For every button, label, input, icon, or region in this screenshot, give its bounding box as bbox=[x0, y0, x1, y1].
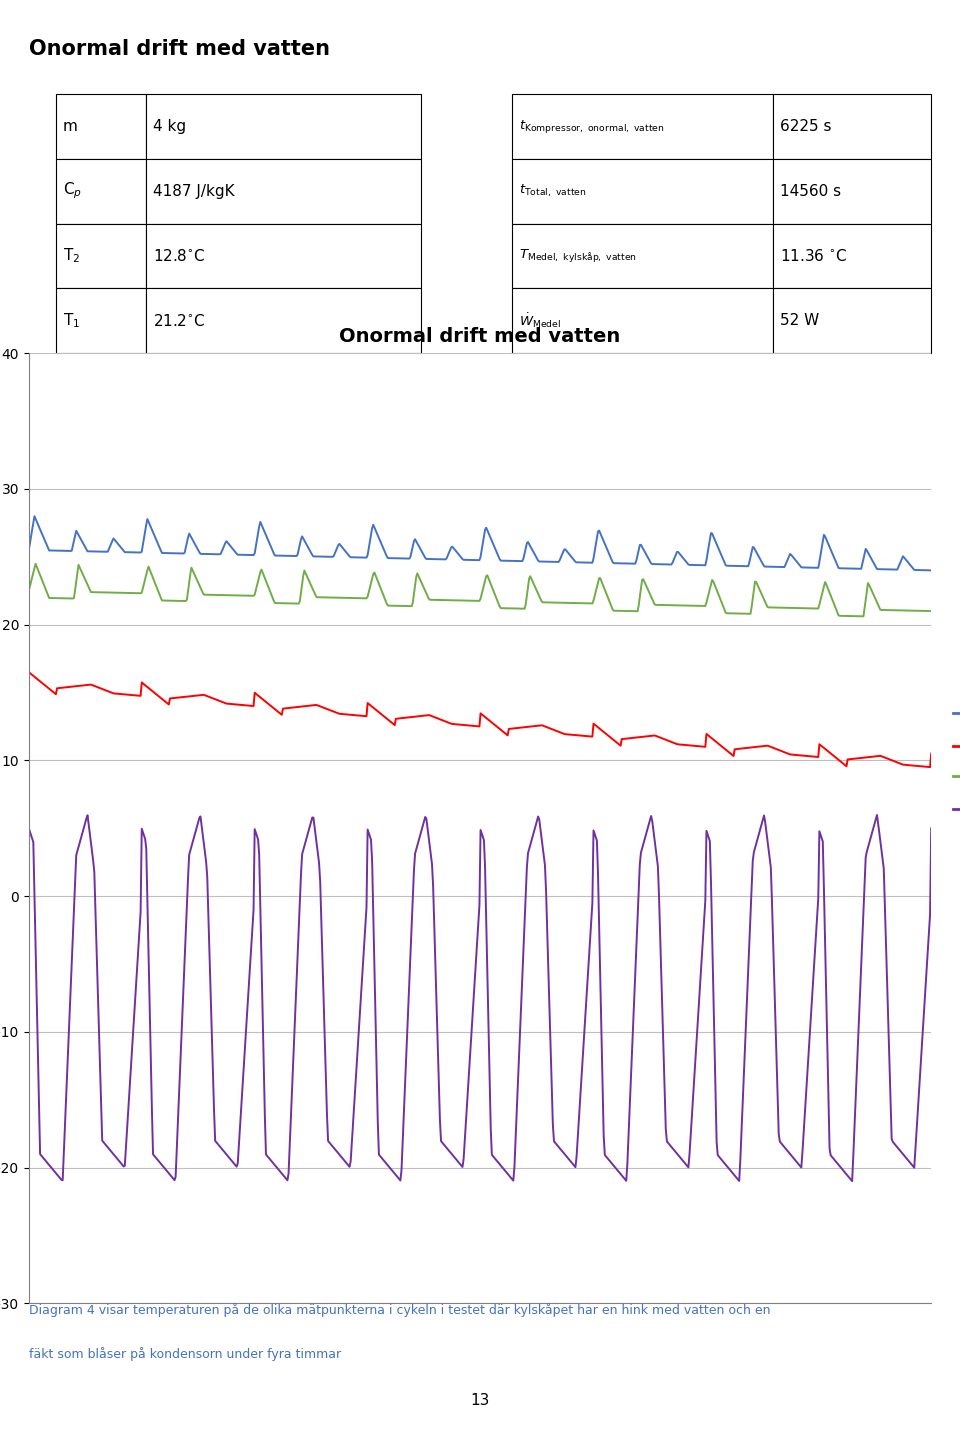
Text: Onormal drift med vatten: Onormal drift med vatten bbox=[29, 39, 330, 60]
Text: 14560 s: 14560 s bbox=[780, 183, 842, 199]
Text: $T_{\mathrm{Medel,\ kylsk\aa p,\ vatten}}$: $T_{\mathrm{Medel,\ kylsk\aa p,\ vatten}… bbox=[518, 247, 636, 265]
Bar bbox=[512, 95, 774, 159]
Bar bbox=[773, 288, 931, 354]
Bar bbox=[512, 224, 774, 288]
Text: $t_{\mathrm{Kompressor,\ onormal,\ vatten}}$: $t_{\mathrm{Kompressor,\ onormal,\ vatte… bbox=[518, 118, 664, 135]
Text: 6225 s: 6225 s bbox=[780, 119, 832, 134]
Bar bbox=[773, 159, 931, 224]
Bar bbox=[512, 288, 774, 354]
Text: 21.2$^{\circ}$C: 21.2$^{\circ}$C bbox=[154, 313, 205, 329]
Text: 12.8$^{\circ}$C: 12.8$^{\circ}$C bbox=[154, 247, 206, 263]
Legend: Efter kondensor, I kylskåpet, Före kondensor, Förångare: Efter kondensor, I kylskåpet, Före konde… bbox=[948, 701, 960, 822]
Text: C$_p$: C$_p$ bbox=[63, 180, 83, 201]
Text: $\dot{W}_{\mathrm{Medel}}$: $\dot{W}_{\mathrm{Medel}}$ bbox=[518, 311, 561, 330]
Text: $t_{\mathrm{Total,\ vatten}}$: $t_{\mathrm{Total,\ vatten}}$ bbox=[518, 183, 587, 199]
Bar bbox=[56, 288, 146, 354]
Bar bbox=[146, 95, 421, 159]
Bar bbox=[773, 224, 931, 288]
Text: 4187 J/kgK: 4187 J/kgK bbox=[154, 183, 235, 199]
Title: Onormal drift med vatten: Onormal drift med vatten bbox=[340, 327, 620, 346]
Bar bbox=[146, 159, 421, 224]
Bar bbox=[512, 159, 774, 224]
Bar bbox=[773, 95, 931, 159]
Bar bbox=[146, 224, 421, 288]
Text: 52 W: 52 W bbox=[780, 313, 820, 329]
Text: 11.36 $^{\circ}$C: 11.36 $^{\circ}$C bbox=[780, 247, 848, 263]
Text: T$_2$: T$_2$ bbox=[63, 246, 81, 265]
Text: T$_1$: T$_1$ bbox=[63, 311, 81, 330]
Text: 13: 13 bbox=[470, 1392, 490, 1408]
Bar bbox=[56, 224, 146, 288]
Bar bbox=[56, 95, 146, 159]
Text: Diagram 4 visar temperaturen på de olika mätpunkterna i cykeln i testet där kyls: Diagram 4 visar temperaturen på de olika… bbox=[29, 1304, 770, 1317]
Text: 4 kg: 4 kg bbox=[154, 119, 186, 134]
Bar bbox=[146, 288, 421, 354]
Bar bbox=[56, 159, 146, 224]
Text: m: m bbox=[63, 119, 78, 134]
Text: fäkt som blåser på kondensorn under fyra timmar: fäkt som blåser på kondensorn under fyra… bbox=[29, 1347, 341, 1360]
